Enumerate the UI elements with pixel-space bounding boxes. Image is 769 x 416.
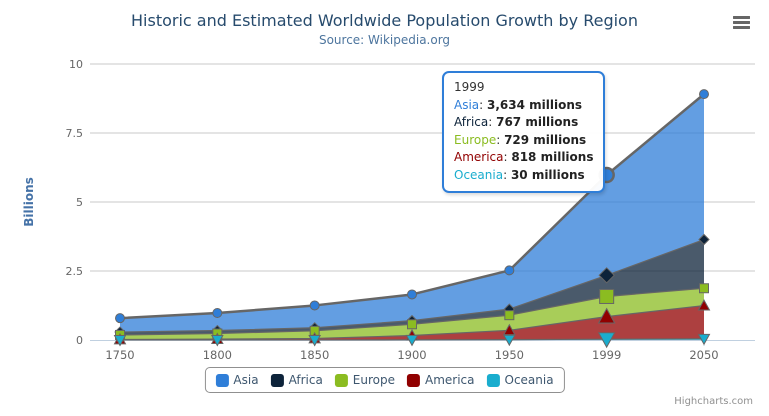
- marker-oceania-1750[interactable]: [113, 335, 127, 347]
- tooltip-series-value: 30 millions: [510, 167, 585, 182]
- marker-asia-1950[interactable]: [504, 265, 515, 276]
- tooltip-row-africa: Africa: 767 millions: [454, 115, 579, 129]
- hamburger-icon: [733, 21, 750, 24]
- tooltip-series-name: Oceania: [454, 167, 504, 182]
- marker-africa-2050[interactable]: [698, 233, 710, 246]
- tooltip-rows: Asia: 3,634 millions Africa: 767 millions…: [454, 97, 593, 185]
- legend-item-oceania[interactable]: Oceania: [486, 373, 554, 387]
- marker-asia-1800[interactable]: [212, 308, 223, 319]
- y-axis-label-10: 10: [69, 58, 83, 71]
- x-axis-label-1800: 1800: [203, 348, 232, 362]
- legend-item-america[interactable]: America: [407, 373, 475, 387]
- marker-america-1999[interactable]: [597, 307, 616, 324]
- legend-item-asia[interactable]: Asia: [215, 373, 259, 387]
- chart-title: Historic and Estimated Worldwide Populat…: [131, 11, 638, 30]
- legend: Asia Africa Europe America Oceania: [204, 367, 565, 393]
- tooltip-row-america: America: 818 millions: [454, 150, 594, 164]
- tooltip: 1999 Asia: 3,634 millions Africa: 767 mil…: [442, 71, 606, 193]
- legend-symbol: [407, 373, 421, 387]
- x-axis-label-1900: 1900: [397, 348, 426, 362]
- tooltip-row-oceania: Oceania: 30 millions: [454, 167, 585, 182]
- marker-america-1950[interactable]: [502, 323, 516, 336]
- area-asia: [120, 94, 704, 333]
- marker-oceania-1850[interactable]: [308, 335, 322, 347]
- area-america: [120, 305, 704, 340]
- tooltip-series-name: Africa: [454, 115, 489, 129]
- legend-symbol: [486, 373, 500, 387]
- marker-asia-1850[interactable]: [309, 300, 320, 311]
- marker-america-2050[interactable]: [697, 299, 711, 311]
- legend-label: Oceania: [504, 373, 554, 387]
- legend-symbol: [270, 373, 284, 387]
- marker-africa-1999[interactable]: [598, 267, 615, 284]
- tooltip-header: 1999: [454, 80, 485, 94]
- tooltip-series-value: 767 millions: [496, 115, 579, 129]
- marker-oceania-1900[interactable]: [405, 334, 419, 347]
- y-axis-label-5: 5: [76, 196, 83, 209]
- tooltip-series-name: Europe: [454, 132, 497, 147]
- legend-item-europe[interactable]: Europe: [334, 373, 396, 387]
- marker-oceania-1950[interactable]: [502, 334, 516, 347]
- x-axis-label-1999: 1999: [592, 348, 621, 362]
- tooltip-row-europe: Europe: 729 millions: [454, 132, 587, 147]
- legend-item-africa[interactable]: Africa: [270, 373, 323, 387]
- legend-label: America: [425, 373, 475, 387]
- x-axis-label-2050: 2050: [689, 348, 718, 362]
- x-axis-label-1850: 1850: [300, 348, 329, 362]
- area-africa: [120, 239, 704, 335]
- marker-europe-1900[interactable]: [407, 319, 417, 330]
- y-axis-label-2.5: 2.5: [66, 265, 84, 278]
- y-axis-label-7.5: 7.5: [66, 127, 84, 140]
- hamburger-icon: [733, 16, 750, 19]
- marker-oceania-1999[interactable]: [597, 332, 616, 349]
- marker-europe-1999[interactable]: [599, 288, 615, 304]
- legend-label: Africa: [288, 373, 323, 387]
- credits-link[interactable]: Highcharts.com: [674, 396, 753, 407]
- marker-asia-2050[interactable]: [699, 89, 709, 100]
- export-menu-button[interactable]: [733, 16, 750, 31]
- marker-oceania-2050[interactable]: [697, 333, 711, 346]
- chart-subtitle: Source: Wikipedia.org: [318, 33, 451, 47]
- x-axis-label-1750: 1750: [105, 348, 134, 362]
- legend-symbol: [215, 373, 229, 387]
- marker-asia-1900[interactable]: [407, 289, 417, 300]
- legend-label: Europe: [352, 373, 396, 387]
- hamburger-icon: [733, 26, 750, 29]
- tooltip-series-value: 3,634 millions: [487, 97, 583, 112]
- marker-europe-1950[interactable]: [504, 310, 515, 321]
- y-axis-label-0: 0: [76, 334, 83, 347]
- tooltip-series-name: Asia: [454, 97, 480, 112]
- legend-label: Asia: [233, 373, 259, 387]
- tooltip-series-value: 818 millions: [511, 150, 594, 164]
- legend-symbol: [334, 373, 348, 387]
- tooltip-series-value: 729 millions: [504, 132, 587, 147]
- y-axis-title: Billions: [22, 177, 36, 227]
- marker-asia-1750[interactable]: [115, 313, 125, 324]
- tooltip-row-asia: Asia: 3,634 millions: [454, 97, 583, 112]
- marker-oceania-1800[interactable]: [210, 335, 224, 347]
- x-axis-label-1950: 1950: [495, 348, 524, 362]
- tooltip-series-name: America: [454, 150, 504, 164]
- marker-europe-2050[interactable]: [699, 283, 709, 294]
